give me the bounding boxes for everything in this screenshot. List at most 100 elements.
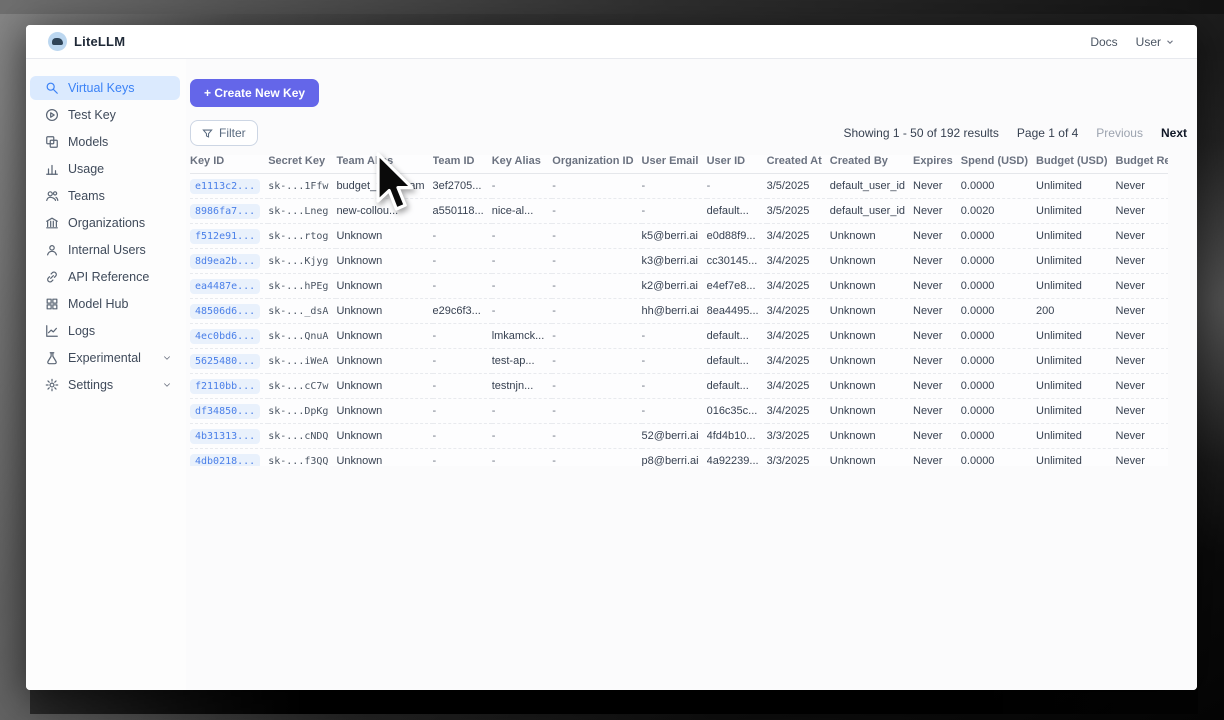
cell-user-id: default... [706, 330, 749, 342]
cell-budget-reset: Never [1115, 305, 1145, 317]
sidebar-item-label: Usage [68, 162, 105, 176]
sidebar-item-label: Organizations [68, 216, 146, 230]
cell-team-alias: Unknown [336, 280, 383, 292]
key-id-link[interactable]: 5625480... [190, 354, 261, 369]
cell-created-by: Unknown [829, 305, 876, 317]
cell-budget: Unlimited [1036, 380, 1082, 392]
key-id-link[interactable]: f2110bb... [190, 379, 261, 394]
sidebar-item-api-reference[interactable]: API Reference [30, 265, 180, 289]
cell-team-alias: Unknown [336, 230, 383, 242]
cell-key-id: 8986fa7... [190, 199, 268, 224]
create-new-key-button[interactable]: + Create New Key [190, 79, 320, 107]
sidebar-item-teams[interactable]: Teams [30, 184, 180, 208]
key-id-link[interactable]: 4b31313... [190, 429, 261, 444]
cell-spend: 0.0000 [960, 180, 995, 192]
sidebar-item-model-hub[interactable]: Model Hub [30, 292, 180, 316]
table-row[interactable]: 48506d6... sk-..._dsA Unknown e29c6f3... - - h… [190, 299, 1168, 324]
key-id-link[interactable]: 4ec0bd6... [190, 329, 261, 344]
cell-key-alias: - [491, 280, 496, 292]
user-icon [44, 243, 59, 258]
cell-expires: Never [913, 255, 943, 267]
sidebar-item-models[interactable]: Models [30, 130, 180, 154]
sidebar-item-label: Internal Users [68, 243, 146, 257]
next-page-button[interactable]: Next [1160, 126, 1187, 140]
sidebar-item-virtual-keys[interactable]: Virtual Keys [30, 76, 180, 100]
sidebar-item-label: Settings [68, 378, 114, 392]
cell-budget: Unlimited [1036, 405, 1082, 417]
user-menu[interactable]: User [1136, 35, 1175, 49]
table-row[interactable]: df34850... sk-...DpKg Unknown - - - - 016c35c..… [190, 399, 1168, 424]
table-row[interactable]: f512e91... sk-...rtog Unknown - - - k5@berri.a… [190, 224, 1168, 249]
table-row[interactable]: e1113c2... sk-...1Ffw budget_test_team 3ef2… [190, 174, 1168, 199]
table-row[interactable]: 4ec0bd6... sk-...QnuA Unknown - lmkamck... - -… [190, 324, 1168, 349]
secret-key-value: sk-...hPEg [268, 281, 329, 292]
previous-page-button[interactable]: Previous [1096, 126, 1143, 140]
sidebar-item-logs[interactable]: Logs [30, 319, 180, 343]
table-row[interactable]: ea4487e... sk-...hPEg Unknown - - - k2@berri.a… [190, 274, 1168, 299]
cell-user-email: - [641, 380, 646, 392]
cell-user-email: 52@berri.ai [641, 430, 699, 442]
sidebar-item-label: Logs [68, 324, 96, 338]
cell-key-alias: - [491, 230, 496, 242]
cell-user-id: cc30145... [706, 255, 758, 267]
table-row[interactable]: 4db0218... sk-...f3QQ Unknown - - - p8@berri.a… [190, 449, 1168, 466]
key-id-link[interactable]: 8986fa7... [190, 204, 261, 219]
cell-secret-key: sk-...hPEg [268, 274, 336, 299]
key-id-link[interactable]: 8d9ea2b... [190, 254, 261, 269]
docs-link[interactable]: Docs [1090, 34, 1118, 49]
cell-key-id: df34850... [190, 399, 268, 424]
sidebar-item-settings[interactable]: Settings [30, 373, 180, 397]
key-id-link[interactable]: ea4487e... [190, 279, 261, 294]
cell-expires: Never [913, 305, 943, 317]
sidebar-item-organizations[interactable]: Organizations [30, 211, 180, 235]
key-id-link[interactable]: 48506d6... [190, 304, 261, 319]
cell-spend: 0.0000 [960, 330, 995, 342]
cell-team-alias: Unknown [336, 455, 383, 466]
cell-user-email: - [641, 330, 646, 342]
cell-created-by: Unknown [829, 255, 876, 267]
cell-created-at: 3/3/2025 [766, 430, 810, 442]
cell-team-alias: Unknown [336, 330, 383, 342]
column-header-created-by: Created By [829, 155, 888, 167]
table-row[interactable]: 4b31313... sk-...cNDQ Unknown - - - 52@berri.a… [190, 424, 1168, 449]
cell-created-at: 3/5/2025 [766, 180, 810, 192]
cell-created-at: 3/4/2025 [766, 405, 810, 417]
gear-icon [44, 378, 59, 393]
table-row[interactable]: 8986fa7... sk-...Lneg new-collou... a550118… [190, 199, 1168, 224]
cell-created-by: Unknown [829, 430, 876, 442]
cell-created-at: 3/4/2025 [766, 355, 810, 367]
cell-key-id: 8d9ea2b... [190, 249, 268, 274]
sidebar-item-label: API Reference [68, 270, 150, 284]
cell-created-at: 3/3/2025 [766, 455, 810, 466]
cell-key-alias: - [491, 405, 496, 417]
table-row[interactable]: 5625480... sk-...iWeA Unknown - test-ap... - -… [190, 349, 1168, 374]
filter-button-label: Filter [219, 126, 246, 140]
table-row[interactable]: f2110bb... sk-...cC7w Unknown - testnjn... - -… [190, 374, 1168, 399]
key-id-link[interactable]: 4db0218... [190, 454, 261, 466]
key-id-link[interactable]: df34850... [190, 404, 261, 419]
cell-expires: Never [913, 430, 943, 442]
sidebar-item-label: Experimental [68, 351, 141, 365]
sidebar-item-experimental[interactable]: Experimental [30, 346, 180, 370]
results-count: Showing 1 - 50 of 192 results [843, 126, 999, 140]
cell-created-by: Unknown [829, 280, 876, 292]
cell-budget-reset: Never [1115, 430, 1145, 442]
key-id-link[interactable]: e1113c2... [190, 179, 261, 194]
cell-budget-reset: Never [1115, 455, 1145, 466]
cell-created-at: 3/5/2025 [766, 205, 810, 217]
table-row[interactable]: 8d9ea2b... sk-...Kjyg Unknown - - - k3@berri.a… [190, 249, 1168, 274]
cell-secret-key: sk-...Kjyg [268, 249, 336, 274]
sidebar-item-usage[interactable]: Usage [30, 157, 180, 181]
cell-team-id: - [432, 380, 437, 392]
filter-button[interactable]: Filter [190, 120, 258, 146]
chevron-down-icon [1167, 39, 1173, 44]
cell-user-id: default... [706, 380, 749, 392]
column-header-budget-reset: Budget Reset [1115, 155, 1168, 167]
cell-key-id: f2110bb... [190, 374, 268, 399]
sidebar-item-test-key[interactable]: Test Key [30, 103, 180, 127]
keys-table-container: Key ID Secret Key Team Alias Team ID Key Ali… [190, 155, 1168, 466]
sidebar-item-internal-users[interactable]: Internal Users [30, 238, 180, 262]
cell-created-by: default_user_id [829, 180, 906, 192]
cell-user-id: - [706, 180, 711, 192]
key-id-link[interactable]: f512e91... [190, 229, 261, 244]
